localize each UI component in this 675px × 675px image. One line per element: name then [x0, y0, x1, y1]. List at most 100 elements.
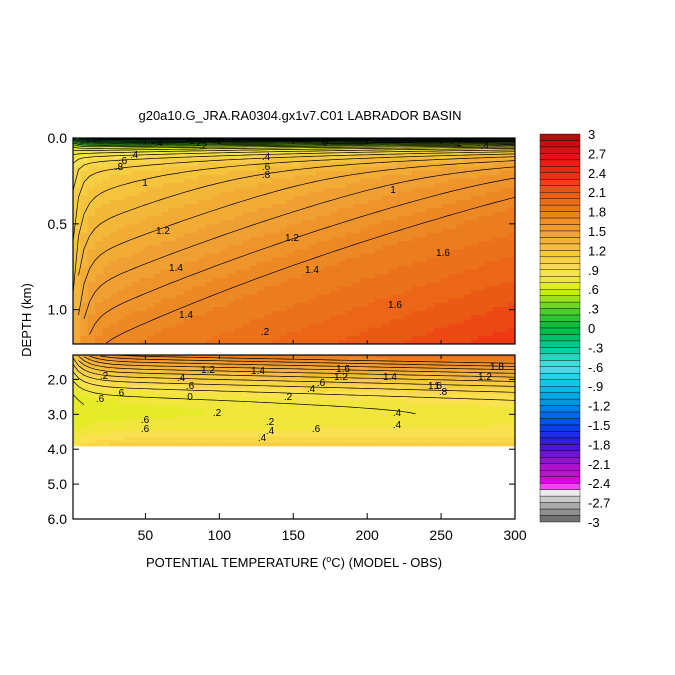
field-cell	[463, 391, 472, 395]
field-cell	[264, 302, 273, 308]
field-cell	[507, 430, 515, 435]
field-cell	[360, 370, 369, 374]
field-cell	[316, 400, 325, 404]
field-cell	[109, 439, 118, 444]
field-cell	[235, 379, 244, 383]
field-cell	[389, 203, 398, 209]
field-cell	[271, 166, 280, 172]
field-cell	[190, 427, 199, 432]
field-cell	[124, 397, 133, 401]
field-cell	[500, 191, 509, 197]
field-cell	[80, 391, 89, 395]
field-cell	[301, 208, 310, 213]
field-cell	[73, 179, 81, 184]
field-cell	[95, 265, 104, 271]
field-cell	[470, 249, 479, 254]
field-cell	[360, 290, 369, 296]
field-cell	[139, 278, 148, 283]
field-cell	[338, 236, 347, 242]
field-cell	[338, 208, 347, 213]
field-cell	[338, 306, 347, 312]
field-cell	[190, 367, 199, 371]
field-cell	[411, 376, 420, 380]
field-cell	[117, 154, 126, 160]
field-cell	[352, 339, 361, 344]
field-cell	[500, 409, 509, 414]
field-cell	[397, 220, 406, 226]
field-cell	[264, 418, 273, 423]
field-cell	[500, 253, 509, 259]
field-cell	[360, 412, 369, 417]
field-cell	[485, 370, 494, 374]
field-cell	[441, 278, 450, 283]
field-cell	[492, 253, 501, 259]
field-cell	[352, 170, 361, 176]
field-cell	[87, 187, 96, 193]
field-cell	[176, 220, 185, 226]
field-cell	[161, 154, 170, 160]
field-cell	[301, 373, 310, 377]
field-cell	[338, 278, 347, 283]
field-cell	[470, 220, 479, 226]
field-cell	[95, 286, 104, 292]
field-cell	[463, 436, 472, 441]
field-cell	[338, 286, 347, 292]
field-cell	[220, 208, 229, 213]
field-cell	[198, 327, 207, 333]
field-cell	[492, 418, 501, 423]
field-cell	[183, 294, 192, 300]
field-cell	[382, 306, 391, 312]
field-cell	[404, 175, 413, 180]
field-cell	[242, 421, 251, 426]
field-cell	[323, 216, 332, 221]
field-cell	[242, 273, 251, 279]
field-cell	[433, 319, 442, 324]
field-cell	[109, 286, 118, 292]
field-cell	[168, 282, 177, 287]
field-cell	[463, 220, 472, 226]
field-cell	[235, 302, 244, 308]
contour-label: .4	[130, 150, 139, 161]
field-cell	[330, 208, 339, 213]
field-cell	[205, 306, 214, 312]
field-cell	[426, 158, 435, 164]
field-cell	[87, 335, 96, 341]
field-cell	[308, 400, 317, 404]
contour-label: 1.6	[436, 248, 450, 259]
colorbar-box	[539, 237, 581, 245]
field-cell	[109, 191, 118, 197]
field-cell	[249, 245, 258, 250]
field-cell	[109, 162, 118, 168]
field-cell	[485, 388, 494, 392]
field-cell	[139, 199, 148, 205]
field-cell	[73, 220, 81, 226]
field-cell	[205, 394, 214, 398]
field-cell	[139, 191, 148, 197]
field-cell	[235, 261, 244, 267]
field-cell	[235, 439, 244, 444]
field-cell	[330, 394, 339, 398]
field-cell	[294, 273, 302, 279]
field-cell	[205, 385, 214, 389]
field-cell	[205, 412, 214, 417]
field-cell	[190, 442, 199, 447]
field-cell	[95, 241, 104, 246]
field-cell	[87, 409, 96, 414]
field-cell	[73, 236, 81, 242]
field-cell	[139, 265, 148, 271]
field-cell	[235, 253, 244, 259]
field-cell	[235, 216, 244, 221]
field-cell	[456, 290, 465, 296]
field-cell	[220, 183, 229, 189]
field-cell	[271, 442, 280, 447]
field-cell	[124, 298, 133, 304]
field-cell	[212, 388, 221, 392]
field-cell	[352, 175, 361, 180]
field-cell	[389, 331, 398, 337]
field-cell	[220, 170, 229, 176]
field-cell	[235, 364, 244, 368]
field-cell	[264, 412, 273, 417]
field-cell	[448, 397, 457, 401]
field-cell	[345, 278, 354, 283]
field-cell	[146, 236, 155, 242]
